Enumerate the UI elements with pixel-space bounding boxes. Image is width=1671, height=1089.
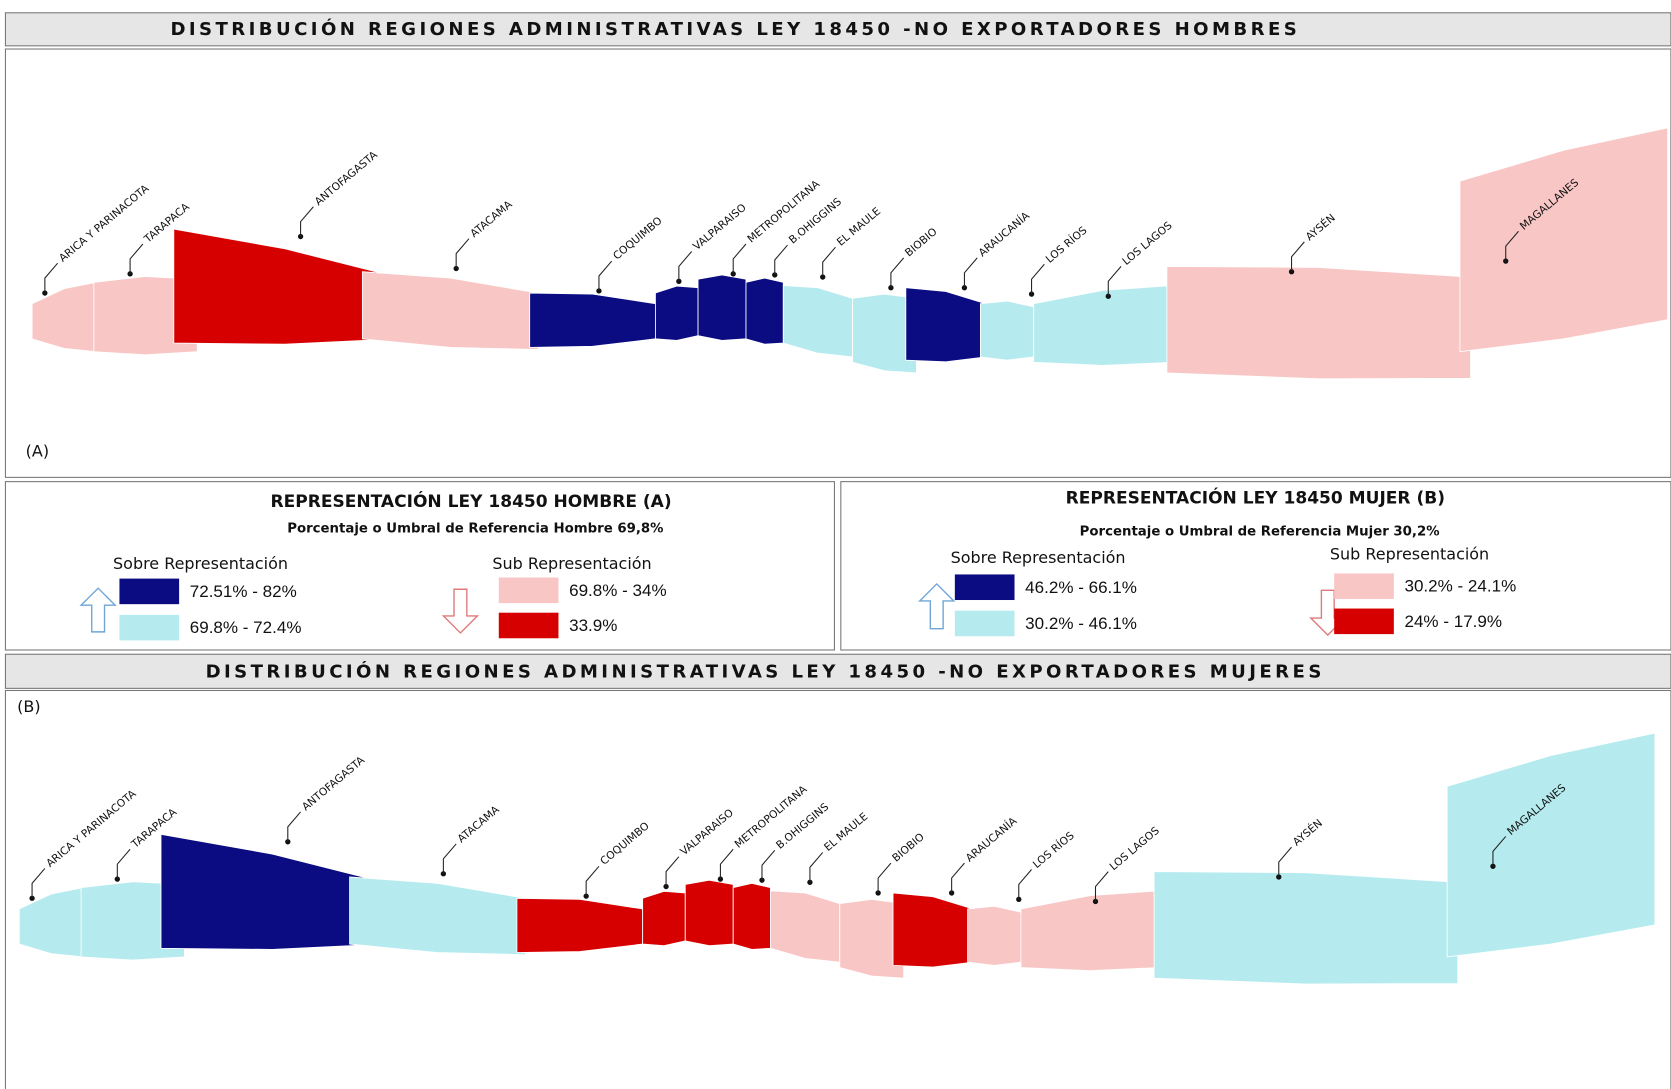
map-label: (A) xyxy=(26,441,49,460)
legend-entry: 33.9% xyxy=(569,616,617,635)
legend-heading: Sobre Representación xyxy=(113,554,288,573)
leader-line xyxy=(1107,266,1122,297)
leader-line xyxy=(44,262,59,294)
leader-line xyxy=(1018,869,1032,900)
leader-line xyxy=(1031,263,1045,295)
legend-swatch xyxy=(498,577,559,604)
leader-line xyxy=(300,206,314,237)
label-dot xyxy=(453,265,459,272)
legend-entry: 46.2% - 66.1% xyxy=(1025,578,1137,597)
legend-swatch xyxy=(119,578,180,605)
region xyxy=(516,897,644,954)
leader-line xyxy=(761,849,776,881)
region xyxy=(967,905,1022,966)
leader-line xyxy=(598,260,613,291)
legend-title: REPRESENTACIÓN LEY 18450 MUJER (B) xyxy=(1066,487,1445,509)
map-label: (B) xyxy=(17,697,40,716)
legend-entry: 72.51% - 82% xyxy=(190,582,297,601)
leader-line xyxy=(31,868,46,899)
legend-entry: 30.2% - 24.1% xyxy=(1405,577,1517,596)
legend-entry: 30.2% - 46.1% xyxy=(1025,614,1137,633)
leader-line xyxy=(719,848,734,880)
leader-line xyxy=(1492,836,1507,867)
region xyxy=(80,881,185,961)
legend-swatch xyxy=(1334,608,1394,635)
region xyxy=(745,277,784,345)
region xyxy=(529,292,656,348)
region xyxy=(1166,265,1471,380)
region xyxy=(642,890,686,947)
region xyxy=(852,293,917,374)
leader-line xyxy=(116,848,131,880)
leader-line xyxy=(963,257,978,288)
label-dot xyxy=(663,883,669,890)
leader-line xyxy=(732,243,747,274)
leader-line xyxy=(822,246,836,278)
leader-line xyxy=(809,852,824,883)
leader-line xyxy=(585,865,600,897)
leader-line xyxy=(287,811,301,842)
legend-swatch xyxy=(498,612,559,639)
legend-entry: 69.8% - 34% xyxy=(569,581,667,600)
leader-line xyxy=(774,244,788,275)
region xyxy=(654,285,699,341)
region xyxy=(684,879,734,947)
leader-line xyxy=(890,257,905,288)
leader-line xyxy=(1505,230,1519,262)
legend-swatch xyxy=(954,574,1015,601)
title-bar xyxy=(4,653,1671,689)
leader-line xyxy=(1278,846,1292,877)
leader-line xyxy=(129,243,144,274)
leader-line xyxy=(442,843,457,874)
region xyxy=(782,285,853,358)
down-arrow xyxy=(441,588,1347,637)
legend-subtitle: Porcentaje o Umbral de Referencia Hombre… xyxy=(287,522,663,537)
region xyxy=(93,276,198,356)
region xyxy=(1459,127,1669,353)
legend-swatch xyxy=(119,614,180,641)
label-dot xyxy=(596,288,602,294)
region xyxy=(839,898,905,979)
region xyxy=(697,274,747,341)
region xyxy=(1153,871,1459,985)
map-title: DISTRIBUCIÓN REGIONES ADMINISTRATIVAS LE… xyxy=(206,660,1325,682)
leader-line xyxy=(1094,871,1109,902)
label-dot xyxy=(285,839,291,845)
up-arrow xyxy=(79,582,956,633)
legend-heading: Sub Representación xyxy=(492,554,651,573)
region xyxy=(732,882,771,950)
region xyxy=(770,890,841,963)
legend-heading: Sub Representación xyxy=(1330,545,1489,564)
legend-heading: Sobre Representación xyxy=(951,548,1126,567)
leader-line xyxy=(1291,241,1305,272)
region xyxy=(349,876,526,956)
legend-swatch xyxy=(954,610,1015,637)
legend-subtitle: Porcentaje o Umbral de Referencia Mujer … xyxy=(1080,525,1440,540)
leader-line xyxy=(951,862,965,893)
legend-entry: 24% - 17.9% xyxy=(1405,612,1503,631)
region xyxy=(361,271,539,350)
map-title: DISTRIBUCIÓN REGIONES ADMINISTRATIVAS LE… xyxy=(170,18,1300,40)
legend-swatch xyxy=(1334,573,1394,599)
leader-line xyxy=(877,862,892,893)
legend-title: REPRESENTACIÓN LEY 18450 HOMBRE (A) xyxy=(271,490,672,512)
region xyxy=(979,300,1035,361)
legend-entry: 69.8% - 72.4% xyxy=(190,618,302,637)
leader-line xyxy=(455,238,470,269)
title-bar xyxy=(4,12,1671,47)
region xyxy=(1446,732,1656,958)
leader-line xyxy=(665,856,680,887)
leader-line xyxy=(678,251,693,282)
